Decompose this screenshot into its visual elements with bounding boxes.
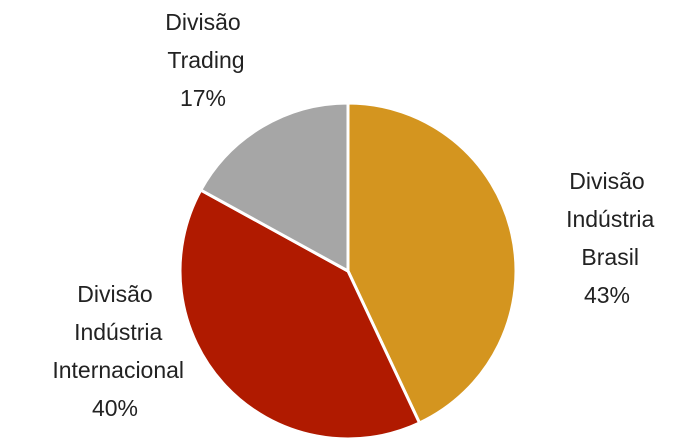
pie-slice (199, 101, 350, 273)
value-label: 43% (584, 282, 630, 308)
slice-label: Divisão Trading (161, 9, 244, 73)
pie-slice (178, 188, 422, 441)
pie-slice (346, 101, 518, 425)
slice-label: Divisão Indústria Brasil (560, 168, 655, 270)
slice-label: Divisão Indústria Internacional (46, 281, 184, 383)
value-label: 17% (180, 85, 226, 111)
value-label: 40% (92, 395, 138, 421)
